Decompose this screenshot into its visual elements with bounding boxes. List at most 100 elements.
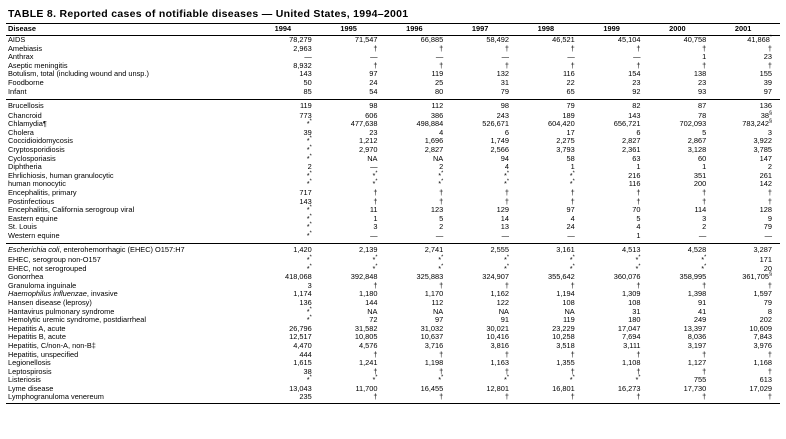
value-cell-1994: 39 [303, 127, 312, 137]
value-cell-1996: 25 [435, 78, 444, 88]
table-row: human monocytic ** ** ** ** ** 116 200 142 [6, 178, 780, 189]
value-cell-1998: 10,258 [552, 332, 575, 342]
value-cell-1994: ** [306, 144, 312, 155]
value-cell-1994: 1,420 [293, 244, 312, 254]
value-cell-1998: ** [569, 170, 575, 180]
value-cell-2000: 3,128 [687, 145, 707, 155]
value-cell-2001: 7,843 [753, 332, 773, 342]
value-cell-2001: † [767, 188, 772, 197]
value-cell-2001: 171 [759, 254, 772, 264]
value-cell-1998: 3,793 [556, 145, 575, 155]
value-cell-2000: 93 [648, 87, 715, 101]
value-cell-2000: 40,758 [683, 35, 707, 45]
table-row: Chlamydia¶ ** 477,638 498,884 526,671 604,420… [6, 118, 780, 129]
footnote-marker: * [506, 170, 509, 177]
value-cell-1996: † [439, 280, 444, 290]
value-cell-1998: ** [569, 263, 575, 273]
disease-name-cell: Aseptic meningitis [8, 60, 68, 70]
table-row: Hepatitis B, acute 12,517 10,805 10,637 10,4… [6, 333, 780, 342]
table-row: Hepatitis, C/non-A, non-B‡ 4,470 4,576 3,71… [6, 340, 780, 351]
value-cell-2000: † [702, 196, 707, 206]
value-cell-1995: 11,700 [355, 383, 378, 393]
value-cell-1994: 444 [299, 349, 312, 359]
value-cell-2001: 783,242§ [742, 118, 772, 129]
value-cell-1997: 3,816 [490, 340, 510, 350]
disease-name-cell: Hepatitis, unspecified [8, 349, 79, 359]
value-cell-1999: ** [635, 254, 641, 264]
value-cell-1998: 4 [570, 213, 575, 223]
value-cell-1995: 72 [369, 315, 378, 325]
value-cell-2001: 23 [763, 52, 772, 62]
value-cell-1998: 22 [566, 78, 575, 88]
value-cell-1998: 24 [566, 222, 575, 232]
value-cell-2001: 155 [759, 69, 772, 79]
value-cell-2001: † [767, 196, 772, 206]
value-cell-2000: 41 [698, 306, 707, 316]
value-cell-1994: 143 [299, 69, 312, 79]
table-row: Postinfectious 143 † † † † † † † [6, 196, 780, 207]
footnote-marker: * [441, 170, 444, 177]
value-cell-1995: 4,576 [359, 340, 378, 350]
table-row: EHEC, not serogrouped ** ** ** ** ** ** ** 20 [6, 263, 780, 274]
value-cell-2000: ** [701, 263, 707, 273]
value-cell-1994: ** [254, 231, 320, 245]
value-cell-2000: 91 [698, 297, 707, 307]
value-cell-1999: 4 [636, 222, 641, 232]
disease-name-cell: St. Louis [8, 222, 37, 232]
disease-name-cell: Granuloma inguinale [8, 280, 77, 290]
value-cell-2001: † [714, 393, 780, 405]
footnote-marker: * [572, 374, 575, 381]
value-cell-1995: † [373, 60, 378, 70]
value-cell-1995: 97 [369, 69, 378, 79]
value-cell-1994: 119 [299, 100, 312, 110]
disease-name-cell: Cholera [8, 127, 34, 137]
footnote-marker: * [506, 178, 509, 185]
value-cell-1997: 14 [500, 213, 509, 223]
table-row: Encephalitis, California serogroup viral… [6, 205, 780, 215]
value-cell-1995: 1 [373, 213, 378, 223]
value-cell-1999: 23 [632, 78, 641, 88]
value-cell-2001: 142 [759, 179, 772, 189]
value-cell-1995: † [373, 280, 378, 290]
value-cell-2001: 17,029 [749, 383, 772, 393]
value-cell-1996: 10,637 [420, 332, 444, 342]
value-cell-2000: 23 [698, 78, 707, 88]
value-cell-1994: 1,174 [293, 289, 312, 299]
footnote-marker: * [441, 374, 444, 381]
value-cell-2001: 8 [767, 306, 772, 316]
table-row: Ehrlichiosis, human granulocytic ** ** ** **… [6, 170, 780, 181]
footnote-marker: * [309, 314, 312, 321]
value-cell-2000: † [702, 188, 707, 197]
value-cell-2000: 3,197 [687, 340, 707, 350]
value-cell-1997: † [504, 60, 509, 70]
value-cell-1995: 11 [369, 205, 378, 215]
value-cell-1997: 6 [504, 127, 509, 137]
value-cell-1996: ** [438, 178, 444, 189]
value-cell-1996: 2,827 [424, 145, 444, 155]
value-cell-1997: 58,492 [486, 35, 509, 45]
footnote-marker: * [704, 263, 707, 270]
value-cell-1998: † [570, 196, 575, 206]
value-cell-1997: † [504, 366, 509, 376]
value-cell-1997: 1,163 [490, 358, 510, 368]
value-cell-1998: 79 [566, 100, 575, 110]
disease-name-rest: , invasive [86, 289, 118, 299]
value-cell-1998: 23,229 [552, 323, 575, 333]
value-cell-1998: † [570, 188, 575, 197]
value-cell-1995: 2,139 [359, 244, 378, 254]
value-cell-1994: 85 [254, 87, 320, 101]
value-cell-1996: 2 [439, 222, 444, 232]
footnote-marker: * [309, 263, 312, 270]
value-cell-2001: 38§ [760, 110, 772, 120]
value-cell-1998: 3,518 [556, 340, 575, 350]
value-cell-1994: ** [306, 170, 312, 180]
value-cell-1999: 2,827 [622, 136, 641, 146]
value-cell-1994: 4,470 [293, 340, 312, 350]
value-cell-1994: ** [306, 153, 312, 163]
value-cell-1996: 498,884 [416, 119, 444, 129]
value-cell-2000: † [702, 280, 707, 290]
value-cell-1997: 79 [451, 87, 517, 101]
value-cell-1995: † [373, 188, 378, 197]
value-cell-1999: 6 [636, 127, 641, 137]
table-row: Coccidioidomycosis ** 1,212 1,696 1,749 2,275… [6, 136, 780, 146]
